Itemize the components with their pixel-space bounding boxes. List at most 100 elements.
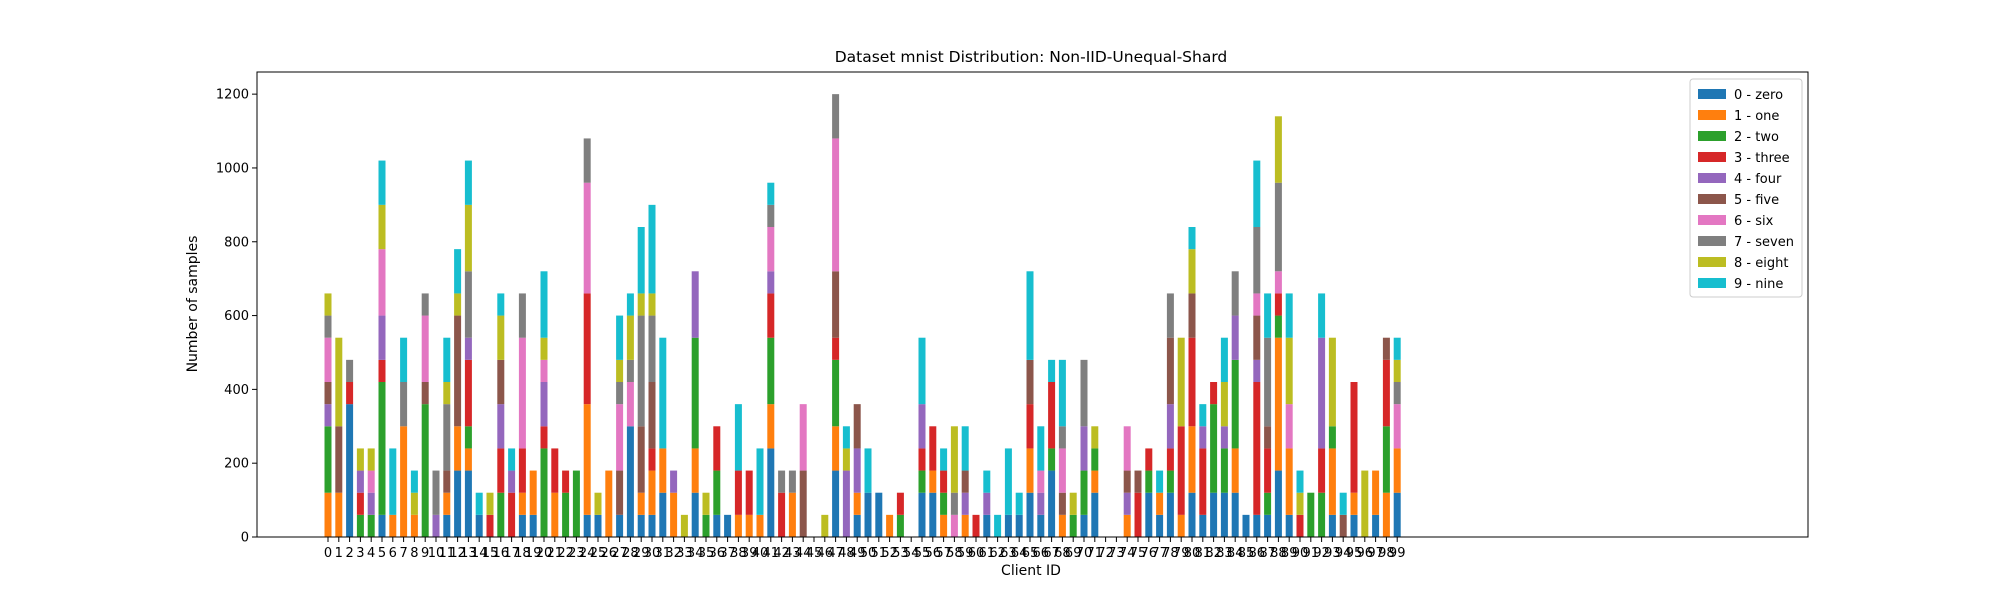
- bar-segment-client-81-class-4: [1199, 426, 1207, 449]
- bar-segment-client-20-class-2: [540, 448, 548, 537]
- x-tick-label: 69: [1065, 546, 1082, 561]
- x-tick-label: 90: [1292, 546, 1309, 561]
- bar-segment-client-34-class-1: [691, 448, 699, 493]
- x-tick-label: 43: [784, 546, 801, 561]
- legend-entry-label: 7 - seven: [1734, 235, 1794, 250]
- bar-segment-client-42-class-3: [778, 492, 786, 537]
- bar-segment-client-27-class-0: [616, 514, 624, 537]
- x-tick-label: 97: [1367, 546, 1384, 561]
- bar-segment-client-92-class-4: [1318, 337, 1326, 449]
- bar-segment-client-95-class-0: [1350, 514, 1358, 537]
- bar-segment-client-10-class-4: [432, 514, 440, 537]
- x-tick-label: 18: [514, 546, 531, 561]
- bar-segment-client-30-class-5: [648, 382, 656, 449]
- bar-segment-client-66-class-4: [1037, 492, 1045, 515]
- bar-segment-client-99-class-8: [1393, 359, 1401, 382]
- bar-segment-client-99-class-7: [1393, 382, 1401, 405]
- bar-segment-client-80-class-8: [1188, 249, 1196, 294]
- x-tick-label: 44: [795, 546, 812, 561]
- x-axis-label: Client ID: [1001, 563, 1061, 579]
- bar-segment-client-85-class-0: [1242, 514, 1250, 537]
- bar-segment-client-44-class-6: [799, 404, 807, 471]
- bar-segment-client-36-class-2: [713, 470, 721, 515]
- legend-entry-label: 0 - zero: [1734, 88, 1783, 103]
- bar-segment-client-11-class-5: [443, 470, 451, 493]
- x-tick-label: 16: [493, 546, 510, 561]
- bar-segment-client-16-class-8: [497, 315, 505, 360]
- legend-swatch: [1698, 110, 1726, 120]
- bar-segment-client-87-class-2: [1264, 492, 1272, 515]
- bar-segment-client-77-class-9: [1156, 470, 1164, 493]
- bar-segment-client-89-class-6: [1285, 404, 1293, 449]
- bar-segment-client-51-class-0: [875, 492, 883, 537]
- bars-group: [324, 94, 1401, 537]
- bar-segment-client-69-class-8: [1069, 492, 1077, 515]
- bar-segment-client-47-class-2: [832, 359, 840, 427]
- bar-segment-client-2-class-3: [346, 382, 354, 405]
- bar-segment-client-92-class-2: [1318, 492, 1326, 537]
- bar-segment-client-20-class-6: [540, 359, 548, 382]
- bar-segment-client-20-class-8: [540, 337, 548, 360]
- bar-segment-client-57-class-1: [940, 514, 948, 537]
- bar-segment-client-27-class-5: [616, 470, 624, 515]
- bar-segment-client-67-class-2: [1048, 448, 1056, 471]
- bar-segment-client-8-class-1: [410, 514, 418, 537]
- bar-segment-client-9-class-2: [421, 404, 429, 537]
- bar-segment-client-47-class-1: [832, 426, 840, 471]
- bar-segment-client-57-class-3: [940, 470, 948, 493]
- bar-segment-client-63-class-9: [1004, 448, 1012, 515]
- x-tick-label: 78: [1162, 546, 1179, 561]
- bar-segment-client-18-class-1: [518, 492, 526, 515]
- bar-segment-client-21-class-3: [551, 448, 559, 493]
- bar-segment-client-28-class-7: [626, 359, 634, 382]
- bar-segment-client-55-class-0: [918, 492, 926, 537]
- bar-segment-client-66-class-6: [1037, 470, 1045, 493]
- y-tick-label: 1200: [216, 88, 249, 103]
- bar-segment-client-93-class-1: [1328, 448, 1336, 515]
- x-tick-label: 34: [687, 546, 704, 561]
- x-tick-label: 88: [1270, 546, 1287, 561]
- bar-segment-client-74-class-1: [1123, 514, 1131, 537]
- bar-segment-client-10-class-7: [432, 470, 440, 515]
- y-axis: 0 200 400 600 800 1000 1200: [216, 88, 257, 546]
- legend-entry-label: 1 - one: [1734, 109, 1779, 124]
- legend-swatch: [1698, 257, 1726, 267]
- x-tick-label: 52: [881, 546, 898, 561]
- bar-segment-client-87-class-0: [1264, 514, 1272, 537]
- x-tick-label: 40: [752, 546, 769, 561]
- x-tick-label: 59: [957, 546, 974, 561]
- bar-segment-client-18-class-7: [518, 293, 526, 338]
- bar-segment-client-8-class-9: [410, 470, 418, 493]
- bar-segment-client-90-class-9: [1296, 470, 1304, 493]
- bar-segment-client-84-class-4: [1231, 315, 1239, 360]
- bar-segment-client-82-class-0: [1210, 492, 1218, 537]
- x-tick-label: 32: [665, 546, 682, 561]
- bar-segment-client-69-class-2: [1069, 514, 1077, 537]
- bar-segment-client-98-class-5: [1382, 337, 1390, 360]
- bar-segment-client-82-class-2: [1210, 404, 1218, 493]
- x-tick-label: 98: [1378, 546, 1395, 561]
- bar-segment-client-55-class-3: [918, 448, 926, 471]
- bar-segment-client-90-class-3: [1296, 514, 1304, 537]
- bar-segment-client-27-class-8: [616, 359, 624, 382]
- bar-segment-client-59-class-1: [961, 514, 969, 537]
- legend: 0 - zero 1 - one 2 - two 3 - three 4 - four 5…: [1689, 78, 1803, 298]
- bar-segment-client-20-class-9: [540, 271, 548, 338]
- bar-segment-client-47-class-6: [832, 138, 840, 272]
- bar-segment-client-98-class-2: [1382, 426, 1390, 493]
- x-tick-label: 80: [1184, 546, 1201, 561]
- bar-segment-client-83-class-0: [1220, 492, 1228, 537]
- legend-entry-label: 5 - five: [1734, 193, 1779, 208]
- bar-segment-client-93-class-2: [1328, 426, 1336, 449]
- bar-segment-client-13-class-8: [464, 204, 472, 272]
- bar-segment-client-88-class-0: [1274, 470, 1282, 537]
- x-tick-label: 39: [741, 546, 758, 561]
- bar-segment-client-24-class-1: [583, 404, 591, 515]
- bar-segment-client-66-class-0: [1037, 514, 1045, 537]
- x-tick-label: 24: [579, 546, 596, 561]
- bar-segment-client-80-class-3: [1188, 337, 1196, 427]
- bar-segment-client-24-class-6: [583, 182, 591, 294]
- bar-segment-client-47-class-7: [832, 94, 840, 139]
